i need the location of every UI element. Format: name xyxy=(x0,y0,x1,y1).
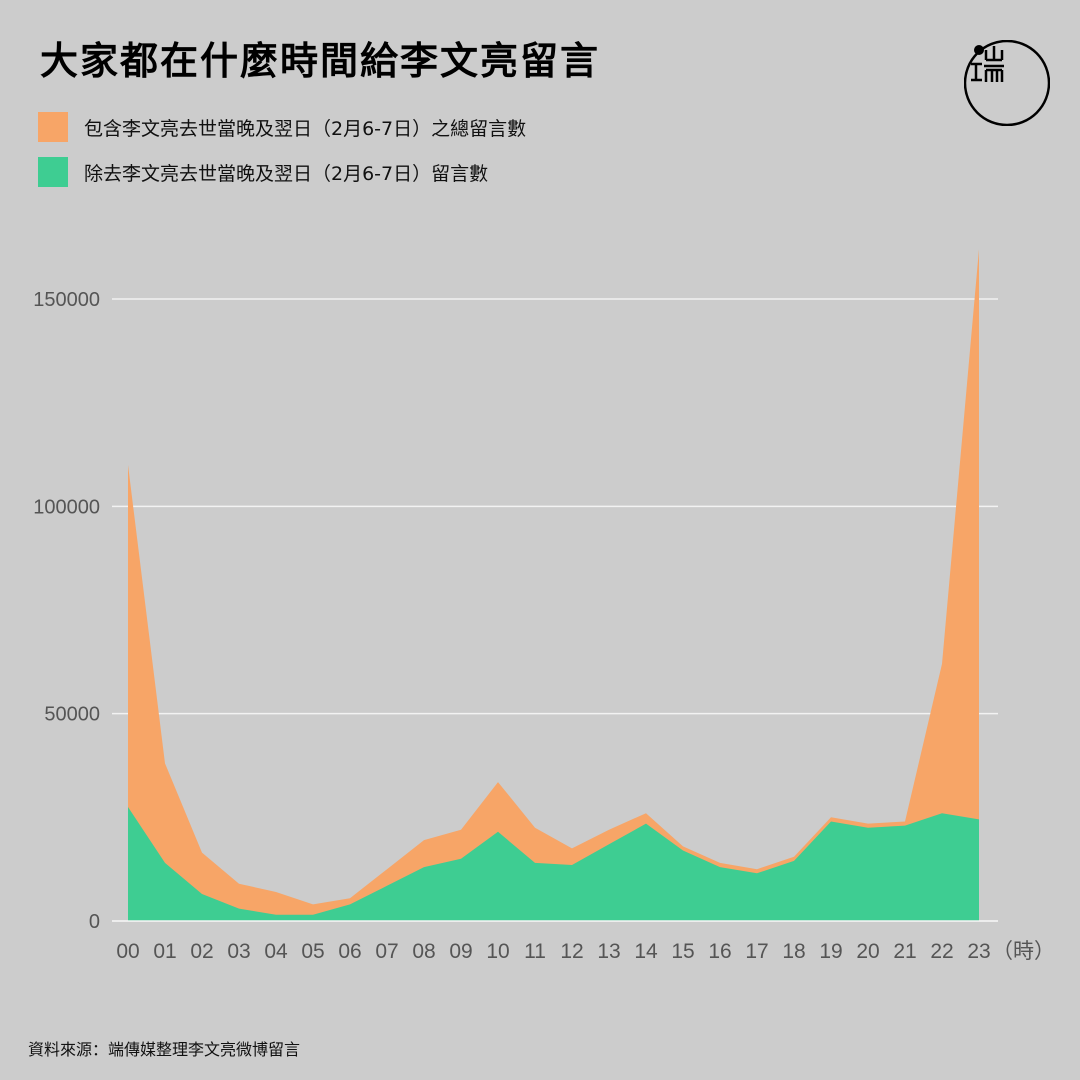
x-tick-label-12: 12 xyxy=(560,940,583,963)
x-tick-label-11: 11 xyxy=(524,940,546,963)
x-tick-label-09: 09 xyxy=(449,940,472,963)
chart-title: 大家都在什麼時間給李文亮留言 xyxy=(40,39,601,83)
x-tick-label-15: 15 xyxy=(671,940,694,963)
legend-label-excluded: 除去李文亮去世當晚及翌日（2月6-7日）留言數 xyxy=(84,162,489,185)
area-series-1 xyxy=(128,807,979,921)
x-tick-label-17: 17 xyxy=(745,940,768,963)
x-tick-label-07: 07 xyxy=(375,940,398,963)
x-tick-label-03: 03 xyxy=(227,940,250,963)
x-tick-label-21: 21 xyxy=(893,940,916,963)
x-tick-label-05: 05 xyxy=(301,940,324,963)
legend-label-total: 包含李文亮去世當晚及翌日（2月6-7日）之總留言數 xyxy=(84,117,527,140)
x-tick-label-01: 01 xyxy=(153,940,176,963)
x-tick-label-08: 08 xyxy=(412,940,435,963)
source-note: 資料來源：端傳媒整理李文亮微博留言 xyxy=(28,1040,301,1059)
x-tick-label-02: 02 xyxy=(190,940,213,963)
y-tick-label: 100000 xyxy=(33,496,100,518)
legend-item-total: 包含李文亮去世當晚及翌日（2月6-7日）之總留言數 xyxy=(38,112,526,142)
x-tick-label-18: 18 xyxy=(782,940,805,963)
x-tick-label-04: 04 xyxy=(264,940,288,963)
area-series-0 xyxy=(128,249,979,921)
x-axis-unit: （時） xyxy=(992,940,1055,963)
y-tick-label: 150000 xyxy=(33,289,100,311)
x-tick-label-13: 13 xyxy=(597,940,620,963)
logo-icon xyxy=(964,40,1050,126)
x-tick-label-22: 22 xyxy=(930,940,953,963)
legend-item-excluded: 除去李文亮去世當晚及翌日（2月6-7日）留言數 xyxy=(38,157,488,187)
x-tick-label-10: 10 xyxy=(486,940,509,963)
x-tick-label-16: 16 xyxy=(708,940,731,963)
y-tick-label: 0 xyxy=(89,911,100,933)
x-tick-label-23: 23 xyxy=(967,940,990,963)
x-tick-label-14: 14 xyxy=(634,940,658,963)
x-tick-label-00: 00 xyxy=(116,940,139,963)
x-tick-label-06: 06 xyxy=(338,940,361,963)
x-tick-label-20: 20 xyxy=(856,940,879,963)
x-tick-label-19: 19 xyxy=(819,940,842,963)
legend-swatch-total xyxy=(38,112,68,142)
y-tick-label: 50000 xyxy=(44,704,100,726)
legend-swatch-excluded xyxy=(38,157,68,187)
